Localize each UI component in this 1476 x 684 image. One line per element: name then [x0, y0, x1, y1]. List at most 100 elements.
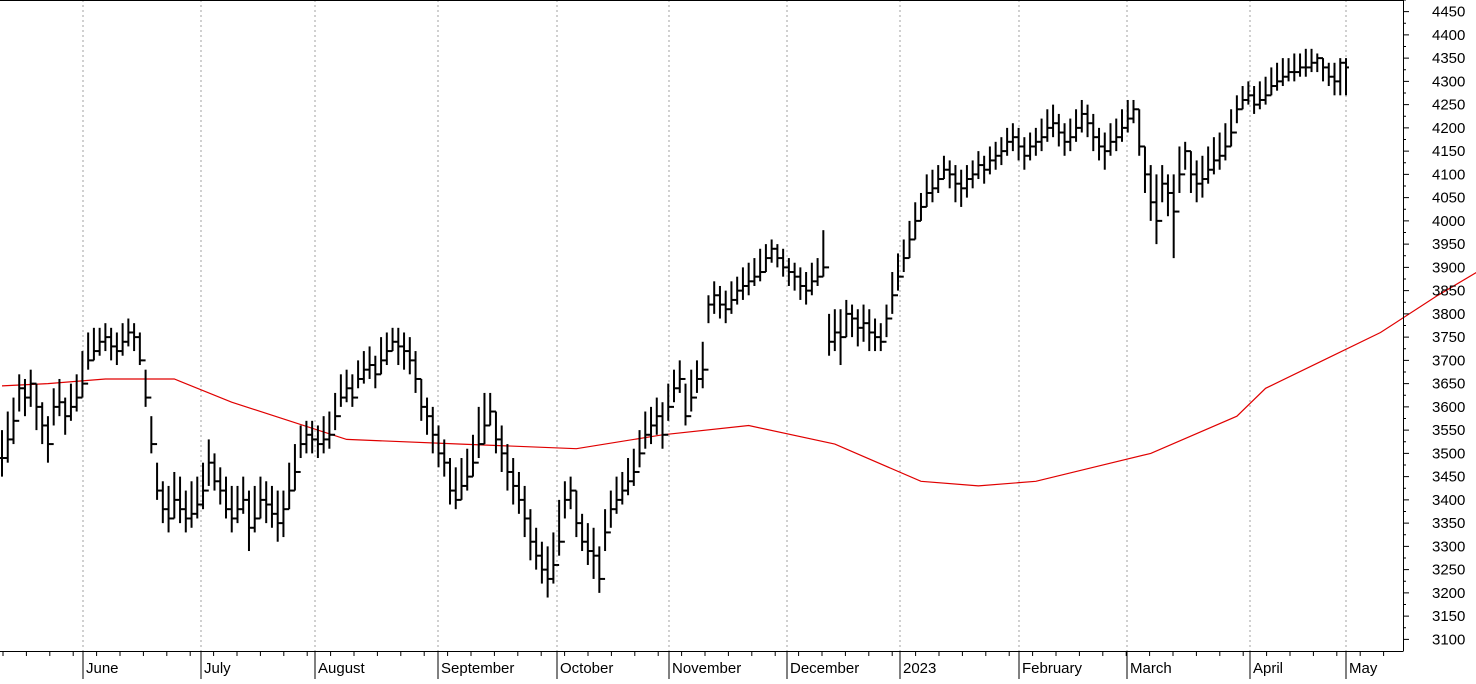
- price-bar: [877, 323, 884, 352]
- price-bar: [131, 323, 138, 352]
- price-bar: [751, 258, 758, 286]
- price-bar: [1205, 146, 1212, 184]
- price-bar: [429, 406, 436, 454]
- price-bar: [435, 425, 442, 468]
- price-bar: [665, 383, 672, 436]
- price-bar: [395, 327, 402, 366]
- price-bar: [1302, 48, 1309, 77]
- x-tick-label-september: September: [441, 660, 514, 677]
- price-bar: [240, 476, 247, 514]
- price-bar: [969, 160, 976, 189]
- price-bar: [803, 272, 810, 305]
- price-bar: [90, 327, 97, 362]
- price-bar: [538, 541, 545, 584]
- price-bar: [1090, 113, 1097, 152]
- y-tick-label-3250: 3250: [1432, 562, 1465, 579]
- price-bar: [992, 141, 999, 170]
- y-tick-label-3300: 3300: [1432, 538, 1465, 555]
- price-bar: [1216, 132, 1223, 170]
- price-bar: [142, 359, 149, 407]
- price-bar: [682, 377, 689, 426]
- price-bar: [320, 416, 327, 454]
- price-bar: [182, 490, 189, 533]
- price-bar: [1021, 137, 1028, 170]
- price-bar: [1141, 145, 1148, 193]
- price-bar: [337, 374, 344, 418]
- price-bar: [1044, 109, 1051, 142]
- price-bar: [510, 458, 517, 505]
- price-bar: [452, 467, 459, 510]
- price-bar: [148, 396, 155, 454]
- price-bar: [843, 299, 850, 339]
- price-bar: [642, 411, 649, 455]
- price-bar: [768, 239, 775, 263]
- price-bar: [1320, 57, 1327, 82]
- price-bar: [739, 267, 746, 300]
- price-bar: [607, 490, 614, 534]
- price-bar: [412, 351, 419, 393]
- price-bar: [659, 402, 666, 449]
- price-bar: [1061, 123, 1068, 156]
- price-bar: [785, 258, 792, 286]
- price-bar: [619, 471, 626, 505]
- price-bar: [728, 281, 735, 314]
- price-bar: [326, 411, 333, 449]
- price-bar: [757, 248, 764, 282]
- price-bar: [917, 192, 924, 222]
- price-bar: [154, 443, 161, 500]
- price-bar: [464, 448, 471, 491]
- price-bar: [21, 378, 28, 417]
- price-bar: [401, 332, 408, 370]
- price-bar: [923, 174, 930, 208]
- x-tick-label-2023: 2023: [903, 660, 936, 677]
- price-bar: [165, 485, 172, 533]
- price-bar: [67, 383, 74, 421]
- price-bar: [734, 276, 741, 305]
- y-tick-label-3750: 3750: [1432, 329, 1465, 346]
- y-tick-label-3450: 3450: [1432, 469, 1465, 486]
- price-bar: [860, 304, 867, 342]
- price-bar: [854, 309, 861, 347]
- y-tick-label-4450: 4450: [1432, 4, 1465, 21]
- x-tick-label-november: November: [672, 660, 741, 677]
- price-bar: [303, 420, 310, 454]
- price-bar: [33, 382, 40, 431]
- price-bar: [883, 304, 890, 343]
- x-tick-label-october: October: [560, 660, 613, 677]
- price-bar: [10, 397, 17, 445]
- y-tick-label-4400: 4400: [1432, 27, 1465, 44]
- price-bar: [4, 411, 11, 463]
- price-bar: [895, 253, 901, 297]
- price-bar: [223, 476, 229, 519]
- price-bar: [630, 448, 637, 486]
- y-tick-label-3650: 3650: [1432, 376, 1465, 393]
- price-bar: [1210, 137, 1217, 175]
- price-bar: [906, 220, 913, 260]
- price-bar: [900, 239, 907, 278]
- price-bar: [745, 262, 752, 296]
- price-bar: [1147, 165, 1154, 221]
- price-bar: [458, 458, 465, 501]
- y-tick-label-4000: 4000: [1432, 213, 1465, 230]
- price-bar: [826, 266, 833, 356]
- price-bar: [475, 406, 482, 464]
- x-tick-label-may: May: [1349, 660, 1378, 677]
- price-bar: [912, 202, 919, 241]
- price-bar: [418, 377, 425, 421]
- price-bar: [1343, 58, 1349, 96]
- price-bar: [1038, 118, 1045, 152]
- y-tick-label-3950: 3950: [1432, 236, 1465, 253]
- price-bar: [625, 458, 632, 496]
- price-bar: [1009, 123, 1016, 152]
- y-tick-label-3150: 3150: [1432, 608, 1465, 625]
- y-tick-label-3350: 3350: [1432, 515, 1465, 532]
- gridlines: [82, 0, 1347, 651]
- price-bar: [1101, 132, 1108, 170]
- price-bar: [808, 262, 815, 296]
- price-bar: [584, 523, 591, 565]
- price-bar: [1308, 48, 1315, 73]
- y-tick-label-4100: 4100: [1432, 166, 1465, 183]
- price-bar: [469, 434, 476, 478]
